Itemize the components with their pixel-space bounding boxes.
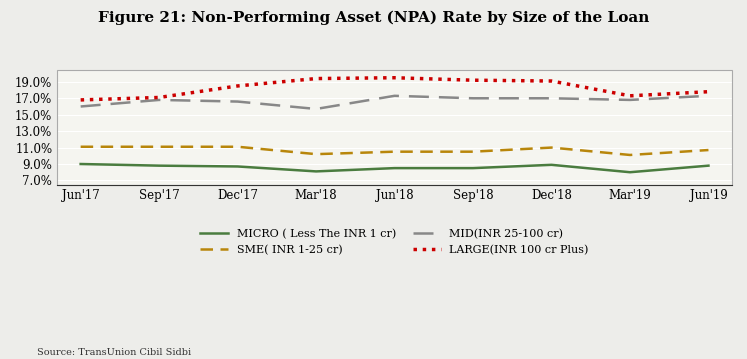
MICRO ( Less The INR 1 cr) (233, 164, 242, 169)
MID(INR 25-100 cr) (390, 94, 399, 98)
MID(INR 25-100 cr) (233, 99, 242, 104)
MID(INR 25-100 cr) (468, 96, 477, 101)
LARGE(INR 100 cr Plus) (547, 79, 556, 83)
Line: MICRO ( Less The INR 1 cr): MICRO ( Less The INR 1 cr) (81, 164, 708, 172)
MICRO ( Less The INR 1 cr) (547, 163, 556, 167)
MID(INR 25-100 cr) (625, 98, 634, 102)
MICRO ( Less The INR 1 cr) (468, 166, 477, 170)
MID(INR 25-100 cr) (311, 107, 320, 111)
Line: MID(INR 25-100 cr): MID(INR 25-100 cr) (81, 96, 708, 109)
Text: Figure 21: Non-Performing Asset (NPA) Rate by Size of the Loan: Figure 21: Non-Performing Asset (NPA) Ra… (98, 11, 649, 25)
LARGE(INR 100 cr Plus) (468, 78, 477, 82)
MICRO ( Less The INR 1 cr) (155, 163, 164, 168)
Line: SME( INR 1-25 cr): SME( INR 1-25 cr) (81, 147, 708, 155)
SME( INR 1-25 cr) (155, 145, 164, 149)
MICRO ( Less The INR 1 cr) (704, 163, 713, 168)
MID(INR 25-100 cr) (704, 94, 713, 98)
LARGE(INR 100 cr Plus) (233, 84, 242, 88)
Text: Source: TransUnion Cibil Sidbi: Source: TransUnion Cibil Sidbi (37, 349, 191, 358)
Bar (57, 70, 732, 185)
MICRO ( Less The INR 1 cr) (76, 162, 85, 166)
SME( INR 1-25 cr) (76, 145, 85, 149)
SME( INR 1-25 cr) (233, 145, 242, 149)
LARGE(INR 100 cr Plus) (311, 76, 320, 81)
SME( INR 1-25 cr) (468, 150, 477, 154)
MICRO ( Less The INR 1 cr) (311, 169, 320, 173)
LARGE(INR 100 cr Plus) (390, 76, 399, 80)
LARGE(INR 100 cr Plus) (704, 89, 713, 94)
MID(INR 25-100 cr) (155, 98, 164, 102)
SME( INR 1-25 cr) (625, 153, 634, 157)
MID(INR 25-100 cr) (76, 104, 85, 109)
LARGE(INR 100 cr Plus) (155, 95, 164, 99)
SME( INR 1-25 cr) (704, 148, 713, 152)
MICRO ( Less The INR 1 cr) (625, 170, 634, 174)
Legend: MICRO ( Less The INR 1 cr), SME( INR 1-25 cr), MID(INR 25-100 cr), LARGE(INR 100: MICRO ( Less The INR 1 cr), SME( INR 1-2… (196, 225, 593, 260)
LARGE(INR 100 cr Plus) (76, 98, 85, 102)
LARGE(INR 100 cr Plus) (625, 94, 634, 98)
MID(INR 25-100 cr) (547, 96, 556, 101)
SME( INR 1-25 cr) (547, 145, 556, 150)
MICRO ( Less The INR 1 cr) (390, 166, 399, 170)
SME( INR 1-25 cr) (390, 150, 399, 154)
SME( INR 1-25 cr) (311, 152, 320, 156)
Line: LARGE(INR 100 cr Plus): LARGE(INR 100 cr Plus) (81, 78, 708, 100)
